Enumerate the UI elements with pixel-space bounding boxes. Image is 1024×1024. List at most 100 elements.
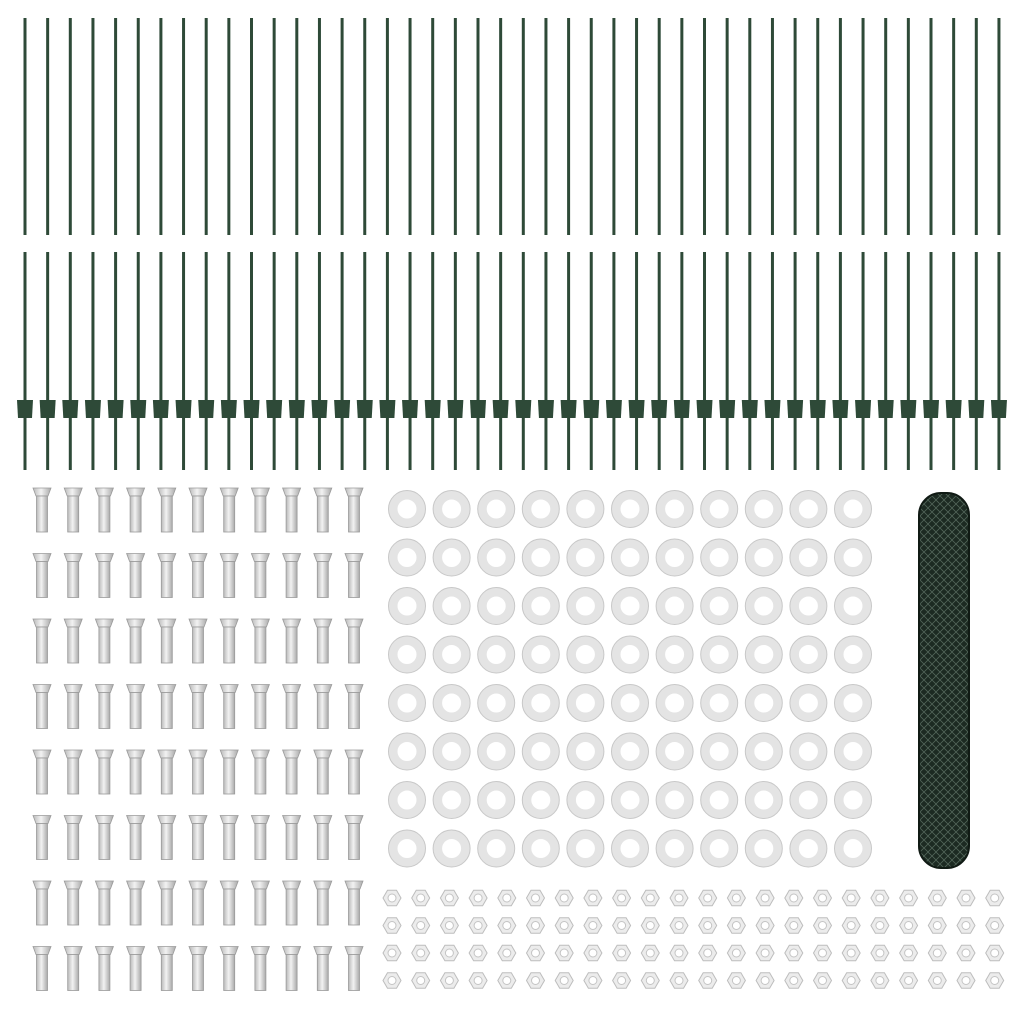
bolt-head — [126, 815, 146, 824]
washer-edge — [700, 587, 739, 625]
bolt-shank — [223, 954, 236, 991]
anchor-plate — [628, 400, 645, 418]
bolt-shank — [254, 692, 267, 729]
washer-edge — [655, 732, 694, 771]
washer — [745, 781, 783, 819]
bolt-shank — [254, 757, 267, 795]
washer-edge — [521, 781, 560, 819]
nut-hole — [875, 893, 885, 903]
washer-edge — [521, 587, 560, 625]
post — [182, 252, 186, 470]
bolt-head — [313, 749, 333, 759]
anchor-plate — [424, 400, 441, 418]
bolt-head — [188, 880, 208, 890]
post — [272, 252, 276, 470]
washer — [388, 490, 426, 528]
post — [635, 252, 639, 470]
bolt-head — [126, 618, 146, 628]
bolt-shank — [285, 954, 298, 991]
post — [295, 252, 299, 470]
nut-hole — [990, 893, 1000, 903]
post — [431, 18, 435, 235]
washer-edge — [611, 490, 649, 528]
washer — [656, 587, 694, 625]
washer — [789, 830, 827, 867]
washer-edge — [477, 732, 516, 771]
washer-edge — [388, 490, 426, 528]
washer-edge — [611, 684, 649, 722]
anchor-plate — [402, 400, 419, 418]
bolt-head — [157, 749, 177, 759]
bolt-shank — [36, 495, 48, 533]
post — [861, 18, 865, 235]
bolt-head — [250, 749, 270, 759]
bolt-head — [94, 880, 114, 890]
fence-posts — [17, 18, 1007, 470]
bolt-head — [344, 880, 364, 890]
bolt-shank — [192, 888, 204, 926]
anchor-plate — [447, 400, 464, 418]
post — [589, 18, 593, 235]
washer — [656, 490, 694, 528]
washer — [611, 636, 649, 673]
anchor-plate — [968, 400, 985, 418]
post — [657, 252, 661, 470]
washer-edge — [432, 587, 471, 625]
washer — [834, 684, 872, 722]
bolt-shank — [254, 954, 267, 991]
bolt-shank — [129, 823, 142, 860]
bolt-shank — [36, 626, 48, 664]
washer-edge — [477, 829, 516, 868]
washer — [566, 636, 604, 673]
post — [476, 18, 480, 235]
post — [114, 252, 118, 470]
anchor-plate — [560, 400, 577, 418]
post — [612, 18, 616, 235]
washer — [789, 684, 827, 722]
bolt-head — [219, 684, 239, 693]
post — [793, 252, 797, 470]
nut-hole — [846, 976, 856, 985]
post — [204, 252, 208, 470]
nut-hole — [990, 921, 1000, 930]
bolt-shank — [348, 954, 360, 991]
nut-hole — [731, 921, 741, 930]
nut-hole — [818, 921, 827, 930]
nut-hole — [760, 893, 770, 903]
nut-hole — [875, 948, 885, 958]
post — [703, 252, 706, 470]
bolt-head — [94, 553, 114, 562]
washer — [477, 539, 515, 576]
anchor-plate — [923, 400, 939, 418]
bolt-shank — [160, 954, 173, 991]
washer — [611, 587, 649, 625]
nut-hole — [789, 893, 799, 903]
anchor-plate — [175, 400, 192, 418]
bolt-head — [157, 487, 177, 497]
washer-edge — [432, 732, 471, 771]
washer — [566, 733, 604, 770]
bolt-head — [32, 880, 52, 890]
washer — [522, 587, 560, 625]
washer-edge — [388, 781, 426, 819]
washer-edge — [611, 829, 649, 868]
bolt-shank — [36, 692, 48, 729]
washer-edge — [432, 684, 471, 722]
anchor-plate — [379, 400, 396, 418]
post — [385, 252, 389, 470]
post — [770, 18, 774, 235]
nut-hole — [674, 921, 684, 930]
post — [408, 252, 412, 470]
bolt-head — [344, 553, 364, 562]
washer-edge — [566, 684, 605, 722]
post — [317, 252, 321, 470]
bolt-head — [94, 487, 114, 497]
washer-edge — [611, 587, 649, 625]
anchor-plate — [696, 400, 713, 418]
post — [340, 18, 344, 235]
post — [476, 252, 480, 470]
washer — [566, 490, 604, 528]
washer-edge — [834, 538, 872, 577]
washer-edge — [477, 781, 516, 819]
nut-hole — [961, 948, 971, 958]
